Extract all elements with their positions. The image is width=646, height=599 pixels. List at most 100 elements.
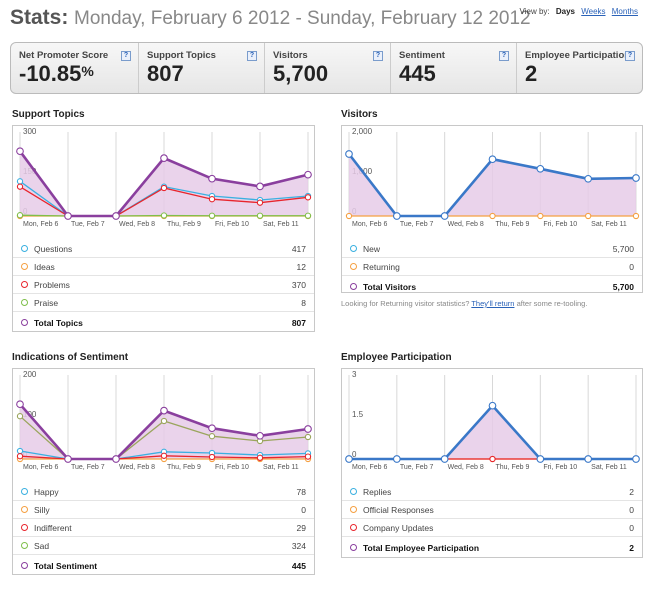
data-point[interactable] <box>160 154 168 162</box>
data-point[interactable] <box>256 182 264 191</box>
data-point[interactable] <box>160 406 168 415</box>
data-point[interactable] <box>304 194 312 201</box>
view-days-option[interactable]: Days <box>555 7 575 16</box>
summary-cell-visitors: Visitors 5,700 ? <box>265 43 391 93</box>
legend-value: 2 <box>629 487 634 497</box>
data-point[interactable] <box>16 212 24 219</box>
data-point[interactable] <box>488 155 497 164</box>
data-point[interactable] <box>256 199 264 206</box>
data-point[interactable] <box>304 453 312 460</box>
nps-value: -10.85 <box>19 61 82 86</box>
view-months-link[interactable]: Months <box>611 7 638 16</box>
help-icon[interactable]: ? <box>625 51 635 61</box>
legend-row: Silly 0 <box>13 501 314 519</box>
summary-value: -10.85% <box>19 61 94 87</box>
data-point[interactable] <box>345 455 353 463</box>
summary-bar: Net Promoter Score -10.85% ? Support Top… <box>10 42 643 94</box>
data-point[interactable] <box>304 212 312 219</box>
data-point[interactable] <box>632 174 640 182</box>
data-point[interactable] <box>584 455 593 463</box>
legend-label: Company Updates <box>363 523 434 533</box>
data-point[interactable] <box>536 164 545 173</box>
data-point[interactable] <box>345 150 353 158</box>
legend-total-row: Total Topics 807 <box>13 312 314 334</box>
visitors-legend: New 5,700 Returning 0 Total Visitors 5,700 <box>342 240 642 298</box>
data-point[interactable] <box>16 413 24 420</box>
summary-value: 445 <box>399 61 436 86</box>
legend-marker-icon <box>21 245 28 252</box>
x-tick-label: Wed, Feb 8 <box>448 221 484 228</box>
data-point[interactable] <box>16 147 24 156</box>
data-point[interactable] <box>345 212 353 220</box>
data-point[interactable] <box>584 174 593 183</box>
legend-total-row: Total Sentiment 445 <box>13 555 314 577</box>
legend-value: 370 <box>291 280 306 290</box>
summary-cell-participation: Employee Participation 2 ? <box>517 43 642 93</box>
data-point[interactable] <box>16 183 24 190</box>
data-point[interactable] <box>16 447 24 455</box>
data-point[interactable] <box>256 212 264 219</box>
legend-row: Company Updates 0 <box>342 519 642 537</box>
legend-marker-icon <box>350 544 357 551</box>
data-point[interactable] <box>208 174 216 183</box>
data-point[interactable] <box>256 431 264 440</box>
help-icon[interactable]: ? <box>499 51 509 61</box>
data-point[interactable] <box>208 196 216 203</box>
legend-row: Official Responses 0 <box>342 501 642 519</box>
data-point[interactable] <box>112 212 120 220</box>
data-point[interactable] <box>392 455 401 463</box>
data-point[interactable] <box>160 212 168 219</box>
x-tick-label: Mon, Feb 6 <box>23 221 59 228</box>
data-point[interactable] <box>256 454 264 461</box>
data-point[interactable] <box>440 455 449 463</box>
data-point[interactable] <box>208 424 216 433</box>
data-point[interactable] <box>16 178 24 185</box>
data-point[interactable] <box>160 417 168 425</box>
legend-value: 0 <box>629 505 634 515</box>
data-point[interactable] <box>488 401 497 410</box>
date-range: Monday, February 6 2012 - Sunday, Februa… <box>74 8 531 29</box>
summary-value: 807 <box>147 61 184 86</box>
legend-row: Replies 2 <box>342 483 642 501</box>
data-point[interactable] <box>64 455 72 463</box>
data-point[interactable] <box>585 212 592 220</box>
data-point[interactable] <box>392 212 401 220</box>
series-area <box>20 404 308 459</box>
data-point[interactable] <box>208 212 216 219</box>
legend-marker-icon <box>21 542 28 549</box>
note-link[interactable]: They'll return <box>471 299 515 308</box>
data-point[interactable] <box>489 455 496 463</box>
y-tick-label: 2,000 <box>352 127 373 136</box>
data-point[interactable] <box>64 212 72 220</box>
data-point[interactable] <box>160 452 168 459</box>
legend-label: Official Responses <box>363 505 434 515</box>
view-weeks-link[interactable]: Weeks <box>581 7 606 16</box>
help-icon[interactable]: ? <box>247 51 257 61</box>
help-icon[interactable]: ? <box>373 51 383 61</box>
data-point[interactable] <box>440 212 449 220</box>
data-point[interactable] <box>16 453 24 460</box>
series-area <box>349 154 636 216</box>
data-point[interactable] <box>208 453 216 461</box>
legend-label: Returning <box>363 262 400 272</box>
help-icon[interactable]: ? <box>121 51 131 61</box>
data-point[interactable] <box>632 212 640 220</box>
data-point[interactable] <box>537 212 544 220</box>
data-point[interactable] <box>112 455 120 463</box>
summary-label: Sentiment <box>399 50 445 61</box>
data-point[interactable] <box>16 400 24 409</box>
data-point[interactable] <box>304 170 312 179</box>
data-point[interactable] <box>632 455 640 463</box>
data-point[interactable] <box>489 212 496 220</box>
data-point[interactable] <box>208 433 216 440</box>
data-point[interactable] <box>160 184 168 192</box>
data-point[interactable] <box>536 455 545 463</box>
data-point[interactable] <box>304 433 312 441</box>
legend-label: Problems <box>34 280 70 290</box>
legend-value: 0 <box>629 523 634 533</box>
data-point[interactable] <box>304 425 312 433</box>
legend-marker-icon <box>21 319 28 326</box>
page-header: Stats: Monday, February 6 2012 - Sunday,… <box>10 4 646 34</box>
x-tick-label: Thu, Feb 9 <box>496 221 530 228</box>
legend-marker-icon <box>350 283 357 290</box>
